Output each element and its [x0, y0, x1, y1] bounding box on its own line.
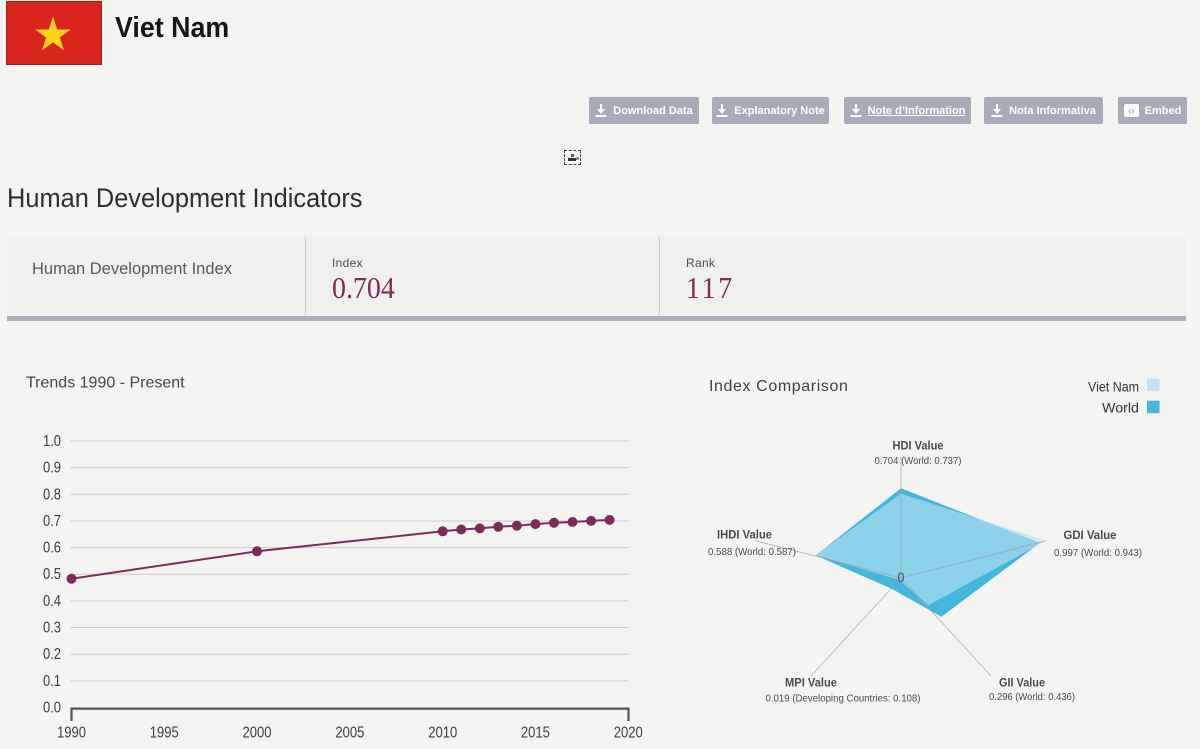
- svg-text:2000: 2000: [243, 725, 272, 742]
- svg-text:‹›: ‹›: [1128, 106, 1135, 117]
- svg-text:1995: 1995: [150, 725, 179, 742]
- svg-text:0: 0: [898, 569, 905, 585]
- svg-text:HDI Value: HDI Value: [893, 440, 944, 452]
- svg-text:0.019 (Developing Countries: 0: 0.019 (Developing Countries: 0.108): [766, 693, 921, 705]
- svg-text:0.5: 0.5: [43, 566, 61, 583]
- svg-text:0.588 (World: 0.587): 0.588 (World: 0.587): [708, 546, 796, 558]
- svg-text:GII Value: GII Value: [999, 677, 1045, 689]
- svg-text:0.6: 0.6: [43, 540, 61, 557]
- svg-text:0.704 (World: 0.737): 0.704 (World: 0.737): [875, 455, 962, 467]
- svg-text:0.4: 0.4: [43, 593, 61, 610]
- svg-text:Index Comparison: Index Comparison: [709, 378, 848, 395]
- svg-text:0.2: 0.2: [43, 646, 61, 663]
- svg-text:0.0: 0.0: [43, 700, 61, 717]
- svg-text:MPI Value: MPI Value: [785, 677, 837, 689]
- svg-text:0.9: 0.9: [43, 460, 61, 477]
- svg-text:2010: 2010: [428, 725, 457, 742]
- svg-text:GDI Value: GDI Value: [1064, 530, 1117, 542]
- svg-text:World: World: [1102, 401, 1139, 416]
- svg-text:2005: 2005: [335, 725, 364, 742]
- svg-text:0.1: 0.1: [43, 673, 61, 690]
- svg-text:1990: 1990: [57, 725, 86, 742]
- svg-text:Trends 1990 - Present: Trends 1990 - Present: [26, 375, 185, 392]
- svg-text:0.8: 0.8: [43, 486, 61, 503]
- svg-text:Viet Nam: Viet Nam: [1088, 380, 1139, 395]
- svg-text:0.296 (World: 0.436): 0.296 (World: 0.436): [989, 691, 1075, 703]
- svg-text:IHDI Value: IHDI Value: [717, 530, 772, 542]
- svg-text:0.997 (World: 0.943): 0.997 (World: 0.943): [1054, 547, 1142, 559]
- svg-text:0.3: 0.3: [43, 620, 61, 637]
- svg-text:1.0: 1.0: [43, 433, 61, 450]
- svg-text:2020: 2020: [614, 725, 643, 742]
- svg-text:0.7: 0.7: [43, 513, 61, 530]
- svg-text:2015: 2015: [521, 725, 550, 742]
